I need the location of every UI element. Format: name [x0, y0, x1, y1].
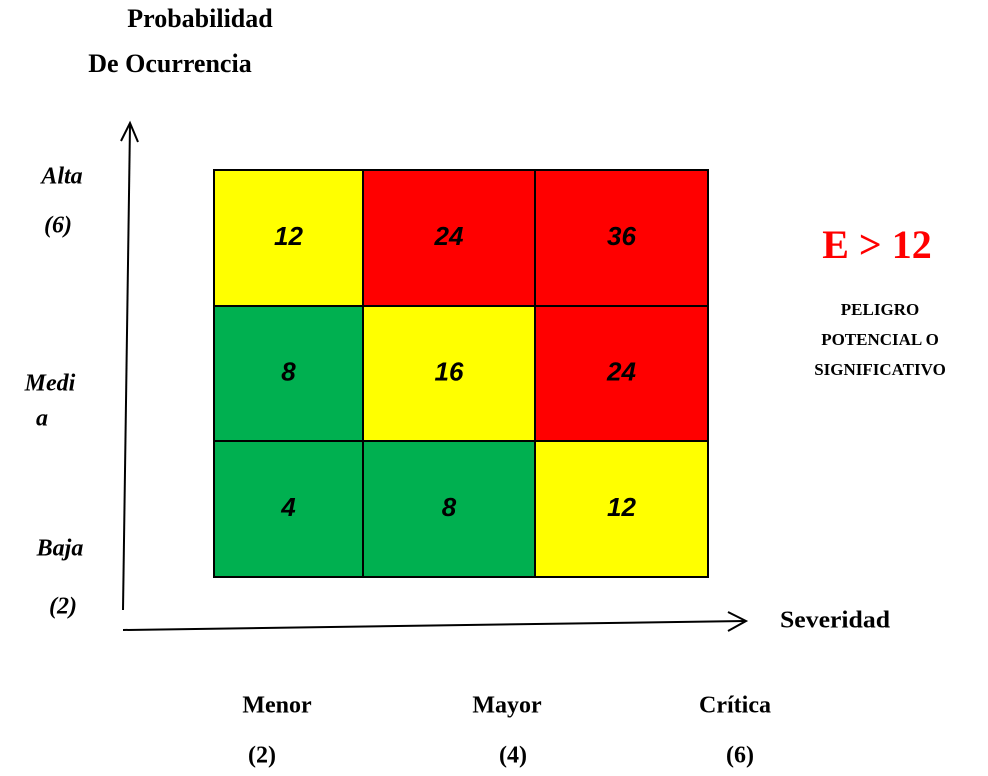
- row-label: Baja: [36, 536, 84, 562]
- legend-text: SIGNIFICATIVO: [814, 360, 946, 379]
- legend-text: POTENCIAL O: [821, 330, 939, 349]
- row-label: (6): [44, 213, 72, 239]
- title: De Ocurrencia: [88, 49, 251, 78]
- column-label: Crítica: [699, 693, 771, 719]
- x-axis-label: Severidad: [780, 608, 891, 634]
- cell: [213, 169, 364, 307]
- column-level: (6): [726, 743, 754, 769]
- column-level: (4): [499, 743, 527, 769]
- cell-value: 8: [442, 492, 457, 522]
- cell-value: 12: [607, 492, 636, 522]
- row-label: (2): [49, 594, 77, 620]
- title: Probabilidad: [127, 4, 273, 33]
- cell-value: 8: [281, 356, 296, 386]
- column-label: Menor: [242, 693, 312, 719]
- cell-value: 24: [434, 221, 464, 251]
- cell: [534, 169, 709, 307]
- cell-value: 24: [606, 356, 636, 386]
- row-label: Alta: [39, 164, 82, 190]
- cell-value: 36: [607, 221, 636, 251]
- cell-value: 4: [280, 492, 296, 522]
- legend-formula: E > 12: [822, 222, 931, 267]
- row-label: a: [36, 406, 48, 432]
- cell: [534, 305, 709, 442]
- axes: [120, 120, 749, 632]
- cell: [362, 305, 536, 442]
- cell: [213, 305, 364, 442]
- column-label: Mayor: [472, 693, 542, 719]
- row-label: Medi: [24, 371, 76, 397]
- cell: [534, 440, 709, 578]
- legend-text: PELIGRO: [841, 300, 919, 319]
- cell-value: 12: [274, 221, 303, 251]
- column-level: (2): [248, 743, 276, 769]
- cell-value: 16: [435, 356, 464, 386]
